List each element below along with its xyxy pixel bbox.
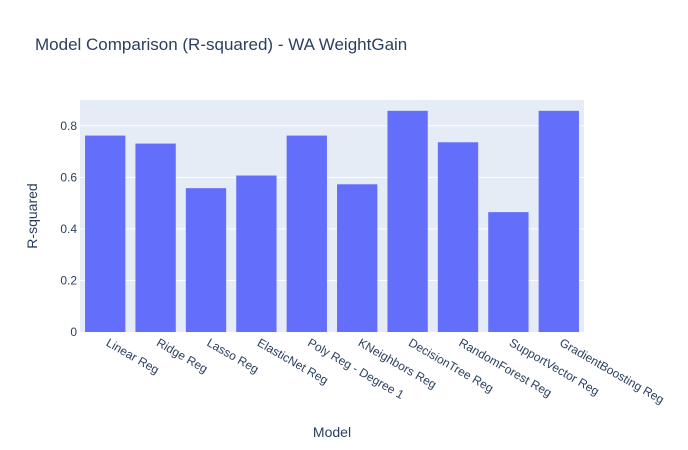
- y-axis-title: R-squared: [24, 183, 40, 248]
- bar: [135, 143, 176, 332]
- x-tick-label: SupportVector Reg: [507, 335, 602, 398]
- y-tick-labels: 0 0.2 0.4 0.6 0.8: [60, 119, 77, 339]
- bar: [538, 110, 579, 333]
- chart-title: Model Comparison (R-squared) - WA Weight…: [35, 35, 407, 54]
- bar: [337, 184, 378, 332]
- x-tick-label: RandomForest Reg: [457, 335, 555, 399]
- y-tick-label: 0: [70, 325, 77, 339]
- x-tick-label: DecisionTree Reg: [406, 335, 496, 395]
- x-tick-label: Lasso Reg: [205, 335, 262, 376]
- bars: [85, 110, 579, 333]
- bar: [387, 110, 428, 333]
- bar: [286, 135, 327, 332]
- y-tick-label: 0.6: [60, 170, 77, 184]
- x-tick-label: Linear Reg: [104, 335, 162, 376]
- bar: [85, 135, 126, 332]
- bar: [488, 212, 529, 332]
- bar: [185, 188, 227, 332]
- x-axis-title: Model: [313, 424, 351, 440]
- bar: [437, 142, 479, 332]
- y-tick-label: 0.2: [60, 273, 77, 287]
- bar: [236, 175, 277, 332]
- y-tick-label: 0.4: [60, 222, 77, 236]
- y-tick-label: 0.8: [60, 119, 77, 133]
- x-tick-label: Ridge Reg: [154, 335, 210, 375]
